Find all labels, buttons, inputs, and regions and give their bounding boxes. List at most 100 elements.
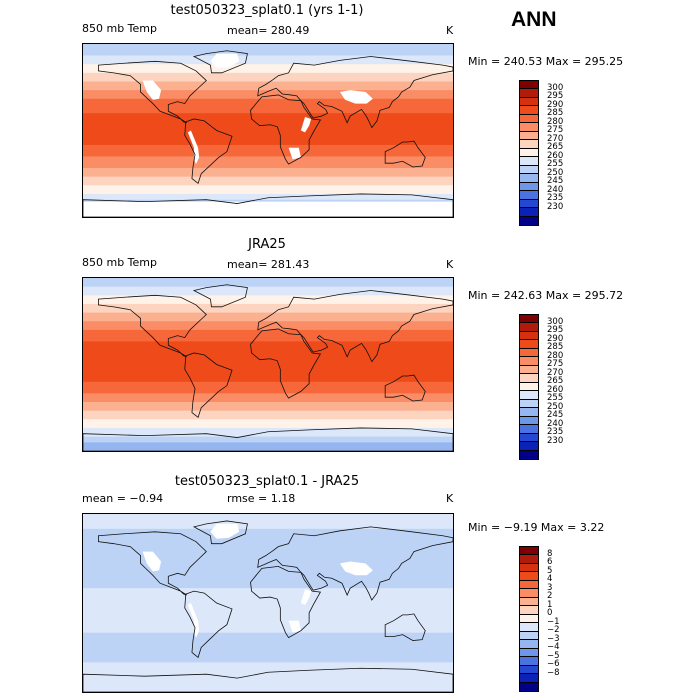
map-coastline <box>384 140 426 168</box>
map-missing-data <box>187 603 200 638</box>
colorbar-tick-label: 295 <box>547 91 564 102</box>
map-field-band <box>83 537 453 542</box>
colorbar-tick-label: 255 <box>547 393 564 404</box>
colorbar-tick-label: 300 <box>547 82 564 93</box>
map-field-band <box>83 629 453 634</box>
map-field-band <box>83 399 453 403</box>
map-field-band <box>83 407 453 412</box>
colorbar-tick-label: 270 <box>547 367 564 378</box>
map-field-band <box>83 410 453 415</box>
map-coastline <box>257 526 453 601</box>
map-field-band <box>83 373 453 377</box>
map-missing-data <box>300 117 312 133</box>
map-field-band <box>83 427 453 432</box>
map-field-band <box>83 179 453 183</box>
map-field-band <box>83 582 453 586</box>
colorbar-swatch <box>520 416 538 426</box>
map-field-band <box>83 61 453 65</box>
map-field-band <box>83 387 453 392</box>
colorbar-swatch <box>520 97 538 107</box>
map-coastline <box>384 613 426 641</box>
map-field-band <box>83 303 453 308</box>
colorbar-swatch <box>520 657 538 666</box>
map-field-band <box>83 118 453 123</box>
map-field-band <box>83 127 453 132</box>
colorbar-swatch <box>520 399 538 409</box>
map-coastline <box>250 566 322 639</box>
map-field-band <box>83 350 453 354</box>
map-field-band <box>83 78 453 83</box>
map-field-band <box>83 370 453 374</box>
map-field-band <box>83 139 453 143</box>
colorbar-swatch <box>520 623 538 632</box>
colorbar-swatch <box>520 572 538 581</box>
map-field-band <box>83 199 453 204</box>
panel-2-map <box>82 277 454 452</box>
colorbar-swatch <box>520 563 538 573</box>
map-field-band <box>83 531 453 536</box>
map-field-band <box>83 283 453 288</box>
map-field-band <box>83 176 453 181</box>
panel-1-map-svg <box>83 44 453 217</box>
map-field-band <box>83 422 453 426</box>
colorbar-tick-label: 255 <box>547 159 564 170</box>
map-field-band <box>83 570 453 574</box>
colorbar-tick-label: 240 <box>547 418 564 429</box>
map-field-band <box>83 555 453 560</box>
map-field-band <box>83 608 453 613</box>
map-field-band <box>83 295 453 299</box>
colorbar-swatch <box>520 374 538 383</box>
colorbar-tick-label: 245 <box>547 410 564 421</box>
panel-3-mean-label: mean = −0.94 <box>82 492 164 505</box>
colorbar-tick-label: 2 <box>547 591 553 602</box>
map-field-band <box>83 600 453 604</box>
colorbar-swatch <box>520 148 538 158</box>
map-field-band <box>83 332 453 337</box>
map-field-band <box>83 680 453 684</box>
map-field-band <box>83 113 453 117</box>
colorbar-tick-label: 6 <box>547 557 553 568</box>
map-field-band <box>83 585 453 589</box>
map-coastline <box>83 667 453 692</box>
colorbar-tick-label: 300 <box>547 316 564 327</box>
map-field-band <box>83 167 453 172</box>
panel-2-minmax: Min = 242.63 Max = 295.72 <box>468 289 624 302</box>
map-field-band <box>83 318 453 322</box>
map-coastline <box>83 427 453 451</box>
colorbar-swatch <box>520 555 538 564</box>
colorbar-tick-label: 290 <box>547 99 564 110</box>
map-field-band <box>83 144 453 149</box>
map-field-band <box>83 567 453 571</box>
map-field-band <box>83 683 453 687</box>
colorbar-swatch <box>520 547 538 556</box>
map-field-band <box>83 413 453 417</box>
map-field-band <box>83 358 453 363</box>
colorbar-swatch <box>520 597 538 607</box>
map-field-band <box>83 632 453 637</box>
map-field-band <box>83 347 453 351</box>
map-field-band <box>83 153 453 158</box>
map-coastline <box>192 284 248 308</box>
map-field-band <box>83 75 453 80</box>
map-missing-data <box>339 90 373 104</box>
map-field-band <box>83 620 453 625</box>
panel-1-colorbar <box>519 80 539 226</box>
colorbar-swatch <box>520 365 538 375</box>
map-field-band <box>83 309 453 314</box>
map-coastline <box>250 94 322 165</box>
colorbar-swatch <box>520 631 538 641</box>
map-coastline <box>98 531 207 596</box>
panel-1-map <box>82 43 454 218</box>
map-missing-data <box>210 53 240 69</box>
map-field-band <box>83 191 453 195</box>
colorbar-swatch <box>520 665 538 675</box>
map-field-band <box>83 393 453 397</box>
map-field-band <box>83 159 453 163</box>
colorbar-tick-label: 230 <box>547 435 564 446</box>
map-field-band <box>83 442 453 446</box>
map-field-band <box>83 64 453 68</box>
colorbar-swatch <box>520 674 538 683</box>
map-field-band <box>83 525 453 530</box>
colorbar-swatch <box>520 425 538 434</box>
map-field-band <box>83 133 453 137</box>
